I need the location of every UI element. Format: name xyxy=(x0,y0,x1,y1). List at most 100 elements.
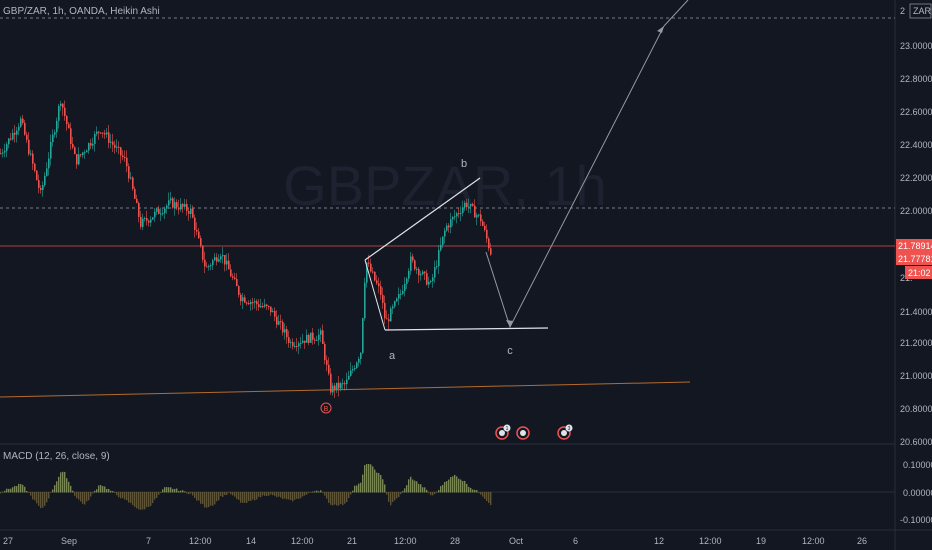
macd-bar xyxy=(176,488,178,493)
candle-body xyxy=(218,259,220,262)
candle-body xyxy=(300,342,302,344)
macd-bar xyxy=(246,492,248,504)
support-trendline[interactable] xyxy=(0,381,691,398)
wave-label-c[interactable]: c xyxy=(507,345,513,357)
wave-label-b[interactable]: b xyxy=(461,158,467,170)
macd-bar xyxy=(52,489,54,493)
macd-bar xyxy=(418,483,420,493)
lower-trendline[interactable] xyxy=(384,327,549,331)
upper-trendline[interactable] xyxy=(364,177,481,261)
event-marker-3[interactable]: 3 xyxy=(557,424,573,440)
candle-body xyxy=(354,367,356,370)
macd-bar xyxy=(200,492,202,504)
candle-body xyxy=(478,214,480,216)
candle-body xyxy=(70,128,72,145)
candle-body xyxy=(154,211,156,218)
candle-body xyxy=(166,205,168,209)
candle-body xyxy=(440,244,442,251)
candle-body xyxy=(6,144,8,151)
candle-body xyxy=(302,340,304,343)
candle-body xyxy=(414,260,416,270)
macd-bar xyxy=(472,489,474,493)
candle-body xyxy=(428,281,430,285)
macd-bar xyxy=(328,492,330,503)
macd-label[interactable]: MACD (12, 26, close, 9) xyxy=(3,451,110,462)
macd-bar xyxy=(428,492,430,494)
candle-body xyxy=(290,342,292,344)
candle-body xyxy=(402,290,404,294)
candle-body xyxy=(106,132,108,135)
current-price-badge xyxy=(896,239,932,252)
candle-body xyxy=(470,203,472,207)
macd-bar xyxy=(64,471,66,493)
candle-body xyxy=(110,141,112,143)
macd-bar xyxy=(18,483,20,493)
macd-bar xyxy=(210,492,212,506)
candle-body xyxy=(80,154,82,156)
candle-body xyxy=(392,306,394,309)
candle-body xyxy=(230,269,232,277)
candle-body xyxy=(400,293,402,295)
event-marker-2[interactable] xyxy=(516,426,530,440)
candle-body xyxy=(262,305,264,307)
candle-body xyxy=(416,268,418,270)
candle-body xyxy=(342,383,344,385)
macd-bar xyxy=(230,492,232,495)
candle-body xyxy=(298,343,300,347)
candle-body xyxy=(4,150,6,153)
candle-body xyxy=(460,212,462,214)
event-marker-1[interactable]: 1 xyxy=(495,424,511,440)
macd-bar xyxy=(398,492,400,498)
macd-histogram xyxy=(0,464,492,510)
candle-body xyxy=(270,306,272,313)
wave-label-circled-b[interactable] xyxy=(320,402,332,414)
macd-bar xyxy=(478,492,480,494)
macd-bar xyxy=(220,492,222,497)
candle-body xyxy=(160,213,162,215)
macd-bar xyxy=(92,492,94,494)
candle-body xyxy=(212,260,214,266)
time-axis[interactable]: 27 Sep 7 12:00 14 12:00 21 12:00 28 Oct … xyxy=(3,536,867,546)
candle-body xyxy=(72,144,74,148)
candle-body xyxy=(444,230,446,237)
macd-bar xyxy=(238,492,240,500)
candle-body xyxy=(232,276,234,278)
candle-body xyxy=(50,142,52,159)
candle-body xyxy=(318,334,320,340)
macd-bar xyxy=(404,488,406,493)
price-axis[interactable]: 2 ZAR 23.00000 22.80000 22.60000 22.4000… xyxy=(896,3,932,525)
triangle-edge[interactable] xyxy=(364,259,386,331)
macd-bar xyxy=(242,492,244,503)
macd-bar xyxy=(280,492,282,498)
macd-bar xyxy=(252,492,254,500)
candle-body xyxy=(84,152,86,154)
macd-bar xyxy=(36,492,38,504)
candle-body xyxy=(206,266,208,268)
symbol-info[interactable]: GBP/ZAR, 1h, OANDA, Heikin Ashi xyxy=(3,6,160,17)
candle-body xyxy=(136,198,138,203)
macd-bar xyxy=(312,491,314,493)
macd-bar xyxy=(80,492,82,502)
macd-bar xyxy=(250,492,252,501)
wave-label-a[interactable]: a xyxy=(389,350,396,362)
candle-body xyxy=(180,204,182,210)
candle-body xyxy=(326,360,328,365)
candle-body xyxy=(196,229,198,232)
candle-body xyxy=(170,198,172,201)
macd-bar xyxy=(290,492,292,501)
watermark: GBPZAR, 1h xyxy=(283,154,607,217)
macd-bar xyxy=(108,488,110,493)
candle-body xyxy=(474,205,476,218)
macd-bar xyxy=(172,488,174,493)
currency-label[interactable]: ZAR xyxy=(913,6,932,16)
candle-body xyxy=(8,138,10,145)
macd-bar xyxy=(276,492,278,498)
macd-bar xyxy=(204,492,206,508)
candle-body xyxy=(346,379,348,384)
macd-bar xyxy=(408,479,410,493)
macd-bar xyxy=(142,492,144,510)
candle-body xyxy=(484,225,486,230)
candle-body xyxy=(390,308,392,322)
candle-body xyxy=(296,345,298,347)
